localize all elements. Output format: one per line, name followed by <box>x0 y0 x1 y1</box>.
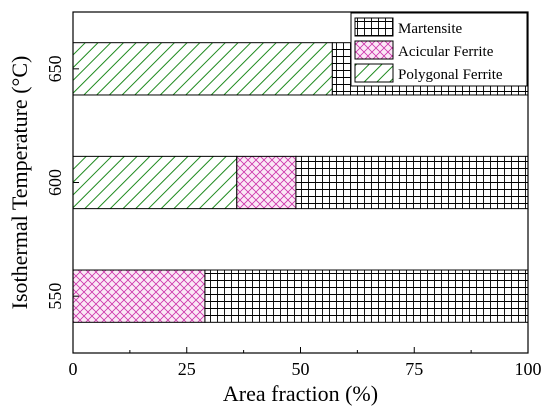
x-tick-label: 25 <box>178 359 196 379</box>
x-tick-label: 75 <box>405 359 423 379</box>
y-axis-ticks: 550 600 650 <box>45 55 79 310</box>
bar-segment-acicular-ferrite-550 <box>72 269 206 323</box>
bar-segment-acicular-ferrite-600 <box>236 155 297 210</box>
y-tick-label: 550 <box>45 283 65 310</box>
legend-swatch-martensite <box>354 17 394 37</box>
legend-label-martensite: Martensite <box>398 21 462 37</box>
bar-segment-polygonal-ferrite-650 <box>72 42 333 96</box>
x-tick-label: 50 <box>292 359 310 379</box>
bar-segment-polygonal-ferrite-600 <box>72 155 238 210</box>
legend: Martensite Acicular Ferrite Polygonal Ferr… <box>350 12 528 87</box>
legend-label-polygonal-ferrite: Polygonal Ferrite <box>398 67 503 83</box>
y-tick-label: 600 <box>45 169 65 196</box>
x-tick-label: 100 <box>515 359 542 379</box>
x-axis-ticks: 0 25 50 75 100 <box>69 347 542 379</box>
y-axis-label: Isothermal Temperature (°C) <box>7 56 32 310</box>
legend-swatch-polygonal-ferrite <box>354 63 394 83</box>
legend-swatch-acicular-ferrite <box>354 40 394 60</box>
bar-segment-martensite-600 <box>295 155 529 210</box>
bar-segment-martensite-550 <box>204 269 529 323</box>
x-tick-label: 0 <box>69 359 78 379</box>
x-axis-label: Area fraction (%) <box>223 381 378 406</box>
legend-label-acicular-ferrite: Acicular Ferrite <box>398 44 494 60</box>
y-tick-label: 650 <box>45 55 65 82</box>
